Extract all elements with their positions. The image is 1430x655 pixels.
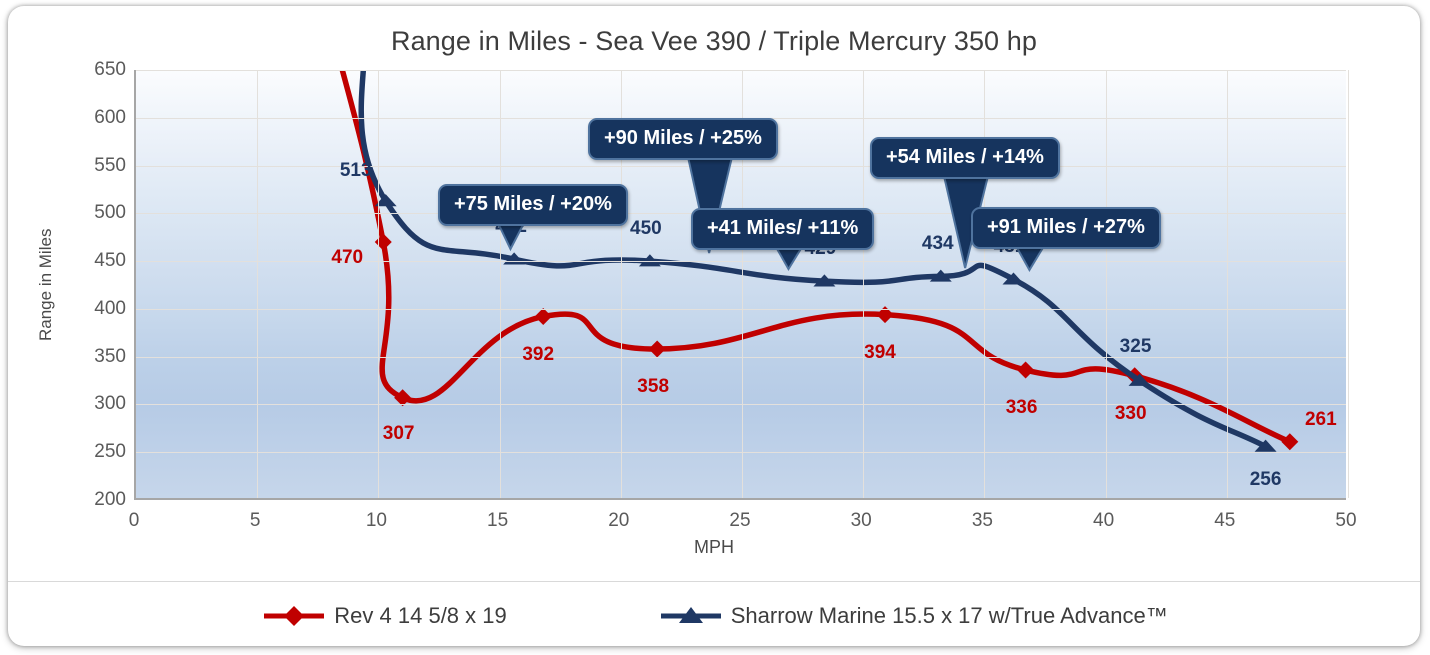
y-axis-tick-200: 200 [94,489,126,510]
legend-item-rev4[interactable]: Rev 4 14 5/8 x 19 [260,602,507,630]
gridline-vertical [1226,70,1228,498]
gridline-horizontal [136,452,1346,454]
annotation-callout-5: +91 Miles / +27% [971,207,1161,249]
data-point-marker [394,389,412,407]
y-axis-title: Range in Miles [36,228,55,341]
y-axis-tick-550: 550 [94,154,126,176]
gridline-vertical [1105,70,1107,498]
y-axis-tick-650: 650 [94,59,126,80]
data-point-marker [638,254,661,267]
series-layer [339,70,1299,452]
data-point-label-394: 394 [864,341,896,363]
gridline-horizontal [136,70,1346,71]
data-point-marker [929,269,952,282]
x-axis-tick-30: 30 [850,510,872,531]
y-axis-tick-250: 250 [94,441,126,463]
gridline-horizontal [136,356,1346,358]
data-point-label-450: 450 [630,218,662,240]
annotation-callout-1: +75 Miles / +20% [438,184,628,226]
data-point-label-358: 358 [637,376,670,398]
data-point-marker [374,194,397,207]
y-axis-tick-600: 600 [94,106,126,128]
gridline-vertical [257,70,259,498]
diamond-marker-icon [260,602,330,630]
data-point-marker [1017,361,1035,379]
chart-legend: Rev 4 14 5/8 x 19 Sharrow Marine 15.5 x 1… [8,602,1420,630]
annotation-callout-tail-3 [691,246,874,280]
gridline-horizontal [136,261,1346,263]
data-point-marker [1002,272,1025,285]
legend-label: Sharrow Marine 15.5 x 17 w/True Advance™ [730,603,1168,628]
legend-divider [8,581,1420,582]
gridline-vertical [1348,70,1349,498]
y-axis-tick-500: 500 [94,202,126,224]
annotation-callout-4: +54 Miles / +14% [870,137,1060,179]
x-axis-tick-15: 15 [487,510,509,531]
data-point-label-513: 513 [339,159,372,181]
x-axis-tick-0: 0 [128,510,140,531]
y-axis-tick-350: 350 [94,345,126,367]
data-point-label-336: 336 [1005,397,1038,419]
gridline-vertical [378,70,380,498]
annotation-callout-2: +90 Miles / +25% [588,118,778,160]
gridline-vertical [499,70,501,498]
data-point-label-307: 307 [382,422,415,444]
y-axis-tick-450: 450 [94,250,126,272]
data-point-label-261: 261 [1304,408,1337,430]
x-axis-title: MPH [694,537,734,557]
data-point-marker [648,340,666,358]
data-point-label-330: 330 [1114,402,1147,424]
chart-title: Range in Miles - Sea Vee 390 / Triple Me… [390,26,1038,56]
x-axis-tick-10: 10 [365,510,387,531]
legend-item-sharrow[interactable]: Sharrow Marine 15.5 x 17 w/True Advance™ [657,602,1168,630]
data-point-label-470: 470 [331,247,364,268]
data-point-label-256: 256 [1249,469,1282,491]
gridline-horizontal [136,165,1346,167]
chart-card: Range in Miles - Sea Vee 390 / Triple Me… [8,6,1420,646]
annotation-callout-tail-5 [971,245,1161,281]
data-point-label-434: 434 [921,233,954,255]
data-point-marker [534,308,552,326]
x-axis-tick-20: 20 [608,510,630,531]
x-axis-tick-40: 40 [1093,510,1115,531]
gridline-vertical [742,70,743,498]
data-point-marker [813,274,836,287]
y-axis-tick-300: 300 [94,393,126,415]
data-point-marker [1128,373,1151,386]
triangle-marker-icon [657,602,727,630]
gridline-horizontal [136,404,1346,406]
data-point-marker [876,306,894,324]
x-axis-tick-45: 45 [1214,510,1236,531]
data-point-label-325: 325 [1119,335,1152,357]
gridline-vertical [620,70,622,498]
legend-label: Rev 4 14 5/8 x 19 [334,603,507,628]
series-clip-group [339,70,1299,452]
annotation-callout-3: +41 Miles/ +11% [691,208,875,250]
data-point-marker [1254,439,1277,452]
gridline-vertical [984,70,986,498]
y-axis-tick-400: 400 [94,297,126,319]
data-point-marker [374,233,392,251]
data-point-label-392: 392 [522,343,555,365]
gridline-horizontal [136,308,1346,310]
series-line-sharrow [358,70,1269,450]
gridline-vertical [863,70,865,498]
data-point-marker [1281,433,1299,451]
x-axis-tick-50: 50 [1335,510,1357,531]
x-axis-tick-25: 25 [729,510,751,531]
x-axis-tick-35: 35 [971,510,993,531]
x-axis-tick-5: 5 [249,510,261,531]
